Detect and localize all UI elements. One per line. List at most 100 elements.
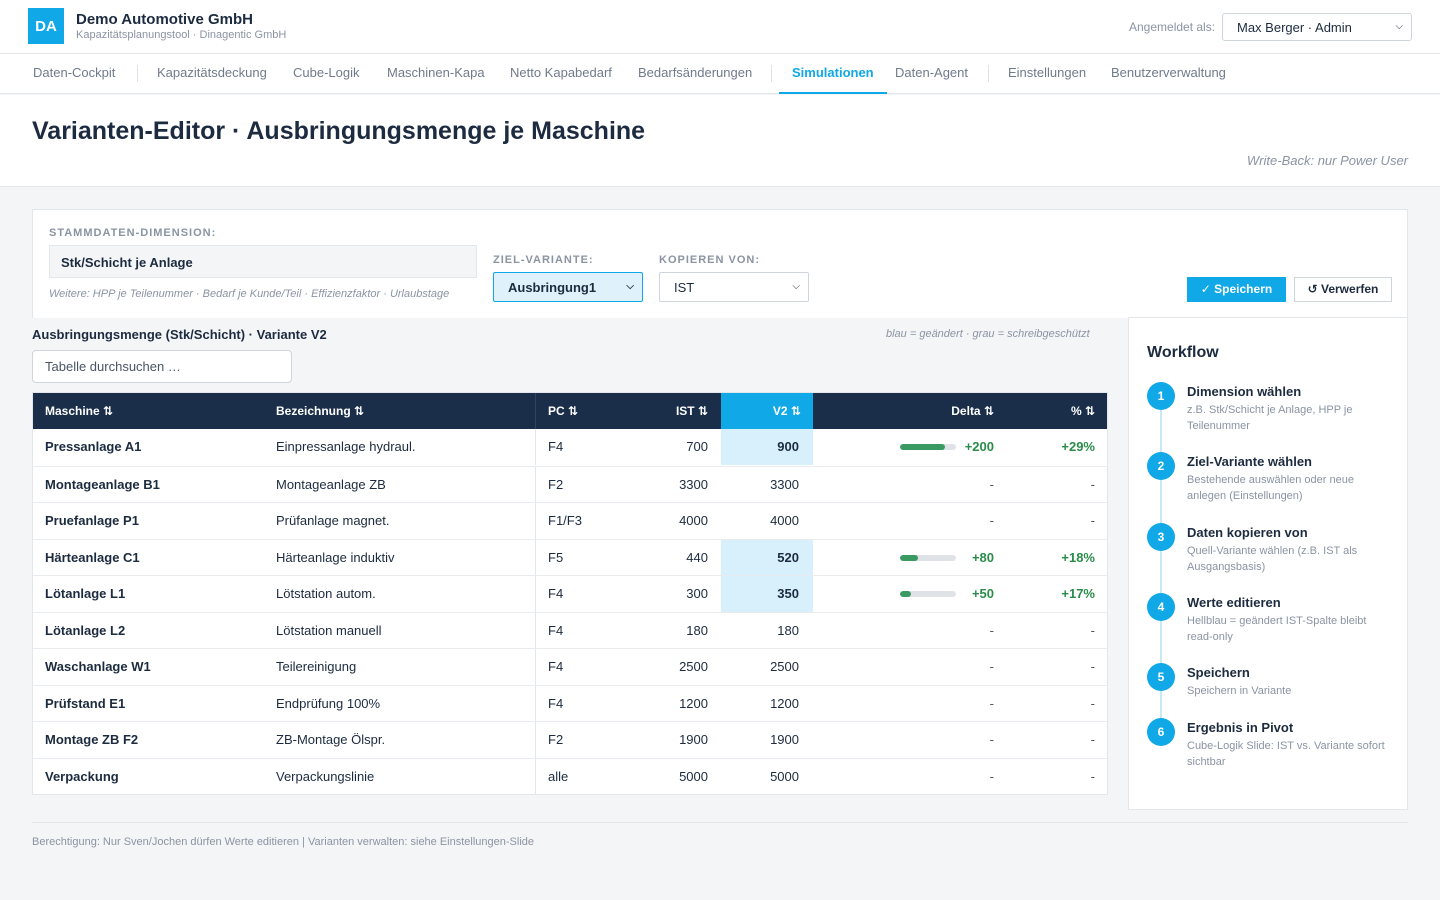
target-variant-select[interactable]: Ausbringung1 ⌵ bbox=[493, 272, 643, 302]
percent-cell: - bbox=[1090, 659, 1095, 674]
delta-bar-fill bbox=[900, 554, 918, 561]
step-connector bbox=[1160, 480, 1162, 523]
col-maschine[interactable]: Maschine ⇅ bbox=[45, 404, 114, 418]
ist-cell: 1200 bbox=[679, 695, 708, 711]
maschine-cell: Montageanlage B1 bbox=[45, 476, 160, 492]
table-search-input[interactable]: Tabelle durchsuchen … bbox=[32, 350, 292, 383]
ist-cell: 1900 bbox=[679, 732, 708, 747]
col-bezeichnung[interactable]: Bezeichnung ⇅ bbox=[276, 404, 365, 418]
tab-cube-logik[interactable]: Cube-Logik bbox=[293, 65, 360, 80]
page-header: Varianten-Editor · Ausbringungsmenge je … bbox=[0, 95, 1440, 187]
step-number: 2 bbox=[1147, 452, 1175, 480]
workflow-panel: Workflow 1 Dimension wählen z.B. Stk/Schic… bbox=[1128, 317, 1408, 810]
delta-bar-fill bbox=[900, 444, 945, 450]
pc-cell: F5 bbox=[548, 549, 564, 565]
percent-cell: - bbox=[1090, 476, 1095, 492]
tab-bedarfsaenderungen[interactable]: Bedarfsänderungen bbox=[638, 65, 753, 80]
maschine-cell: Verpackung bbox=[45, 768, 119, 784]
ist-cell: 700 bbox=[686, 439, 708, 454]
delta-bar bbox=[900, 554, 956, 561]
user-select[interactable]: Max Berger · Admin ⌵ bbox=[1222, 13, 1412, 41]
maschine-cell: Pruefanlage P1 bbox=[45, 513, 139, 528]
company-logo: DA bbox=[28, 8, 64, 44]
tab-daten-cockpit[interactable]: Daten-Cockpit bbox=[33, 65, 116, 80]
column-divider bbox=[535, 466, 536, 503]
col-percent[interactable]: % ⇅ bbox=[1070, 404, 1095, 418]
percent-cell: +18% bbox=[1061, 549, 1095, 565]
tab-einstellungen[interactable]: Einstellungen bbox=[1008, 65, 1087, 80]
save-button[interactable]: ✓ Speichern bbox=[1187, 277, 1286, 302]
percent-cell: - bbox=[1090, 695, 1095, 711]
table-row: Prüfstand E1 Endprüfung 100% F4 1200 1200 - - bbox=[33, 684, 1107, 722]
nav-divider bbox=[988, 65, 989, 82]
col-delta[interactable]: Delta ⇅ bbox=[951, 404, 994, 418]
column-divider bbox=[535, 393, 536, 429]
col-ist[interactable]: IST ⇅ bbox=[675, 404, 708, 418]
percent-cell: - bbox=[1090, 732, 1095, 747]
delta-cell: - bbox=[989, 768, 994, 784]
pc-cell: F4 bbox=[548, 439, 564, 454]
tab-daten-agent[interactable]: Daten-Agent bbox=[895, 65, 968, 80]
app-subtitle: Kapazitätsplanungstool · Dinagentic GmbH bbox=[76, 29, 287, 41]
user-select-value: Max Berger · Admin bbox=[1237, 20, 1352, 35]
step-description: Bestehende auswählen oder neue anlegen (… bbox=[1187, 474, 1354, 502]
v2-cell[interactable]: 3300 bbox=[770, 476, 799, 492]
percent-cell: - bbox=[1090, 622, 1095, 638]
table-row: Montageanlage B1 Montageanlage ZB F2 3300 33… bbox=[33, 465, 1107, 503]
column-divider bbox=[535, 649, 536, 685]
v2-cell-bg bbox=[721, 759, 813, 795]
dimension-hint: Weitere: HPP je Teilenummer · Bedarf je … bbox=[49, 288, 450, 300]
tab-netto-kapabedarf[interactable]: Netto Kapabedarf bbox=[510, 65, 612, 80]
copy-from-select[interactable]: IST ⌵ bbox=[659, 272, 809, 302]
col-v2[interactable]: V2 ⇅ bbox=[721, 393, 813, 429]
ist-cell: 4000 bbox=[679, 513, 708, 528]
maschine-cell: Montage ZB F2 bbox=[45, 732, 139, 747]
v2-cell-bg bbox=[721, 576, 813, 612]
ist-cell: 2500 bbox=[679, 659, 708, 674]
ist-cell: 3300 bbox=[679, 476, 708, 492]
v2-cell[interactable]: 4000 bbox=[770, 513, 799, 528]
workflow-title: Workflow bbox=[1147, 344, 1219, 361]
delta-bar bbox=[900, 444, 956, 450]
bezeichnung-cell: Prüfanlage magnet. bbox=[276, 513, 390, 528]
delta-cell: - bbox=[989, 476, 994, 492]
v2-cell[interactable]: 5000 bbox=[770, 768, 799, 784]
v2-cell-bg bbox=[721, 467, 813, 503]
page-title: Varianten-Editor · Ausbringungsmenge je … bbox=[32, 117, 646, 145]
column-divider bbox=[535, 722, 536, 758]
v2-cell[interactable]: 900 bbox=[777, 439, 799, 454]
tab-benutzerverwaltung[interactable]: Benutzerverwaltung bbox=[1111, 65, 1226, 80]
step-connector bbox=[1160, 691, 1162, 718]
bezeichnung-cell: Lötstation manuell bbox=[276, 622, 382, 638]
step-connector bbox=[1160, 551, 1162, 593]
target-variant-label: ZIEL-VARIANTE: bbox=[493, 254, 594, 266]
v2-cell[interactable]: 520 bbox=[777, 549, 799, 565]
delta-bar bbox=[900, 591, 956, 597]
bezeichnung-cell: Teilereinigung bbox=[276, 659, 357, 674]
bezeichnung-cell: Einpressanlage hydraul. bbox=[276, 439, 416, 454]
pc-cell: F4 bbox=[548, 695, 564, 711]
tab-simulationen[interactable]: Simulationen bbox=[779, 54, 887, 94]
copy-from-label: KOPIEREN VON: bbox=[659, 254, 761, 266]
tab-maschinen-kapa[interactable]: Maschinen-Kapa bbox=[387, 65, 485, 80]
table-header: Maschine ⇅ Bezeichnung ⇅ PC ⇅ IST ⇅ V2 ⇅… bbox=[33, 393, 1107, 429]
bezeichnung-cell: Verpackungslinie bbox=[276, 768, 375, 784]
v2-cell-bg bbox=[721, 539, 813, 576]
controls-panel: STAMMDATEN-DIMENSION: Stk/Schicht je Anl… bbox=[32, 209, 1408, 318]
bezeichnung-cell: Montageanlage ZB bbox=[276, 476, 386, 492]
step-description: Speichern in Variante bbox=[1187, 685, 1292, 697]
v2-cell[interactable]: 180 bbox=[777, 622, 799, 638]
tab-kapazitaetsdeckung[interactable]: Kapazitätsdeckung bbox=[157, 65, 267, 80]
col-pc[interactable]: PC ⇅ bbox=[548, 404, 579, 418]
table-row: Lötanlage L2 Lötstation manuell F4 180 180 - - bbox=[33, 611, 1107, 649]
v2-cell[interactable]: 350 bbox=[777, 586, 799, 601]
percent-cell: +17% bbox=[1061, 586, 1095, 601]
table-row: Pressanlage A1 Einpressanlage hydraul. F4 7… bbox=[33, 429, 1107, 466]
v2-cell[interactable]: 2500 bbox=[770, 659, 799, 674]
discard-button[interactable]: ↺ Verwerfen bbox=[1294, 277, 1392, 302]
percent-cell: - bbox=[1090, 513, 1095, 528]
table-row: Verpackung Verpackungslinie alle 5000 5000 - - bbox=[33, 757, 1107, 795]
v2-cell[interactable]: 1200 bbox=[770, 695, 799, 711]
v2-cell[interactable]: 1900 bbox=[770, 732, 799, 747]
footer-divider bbox=[32, 822, 1408, 823]
